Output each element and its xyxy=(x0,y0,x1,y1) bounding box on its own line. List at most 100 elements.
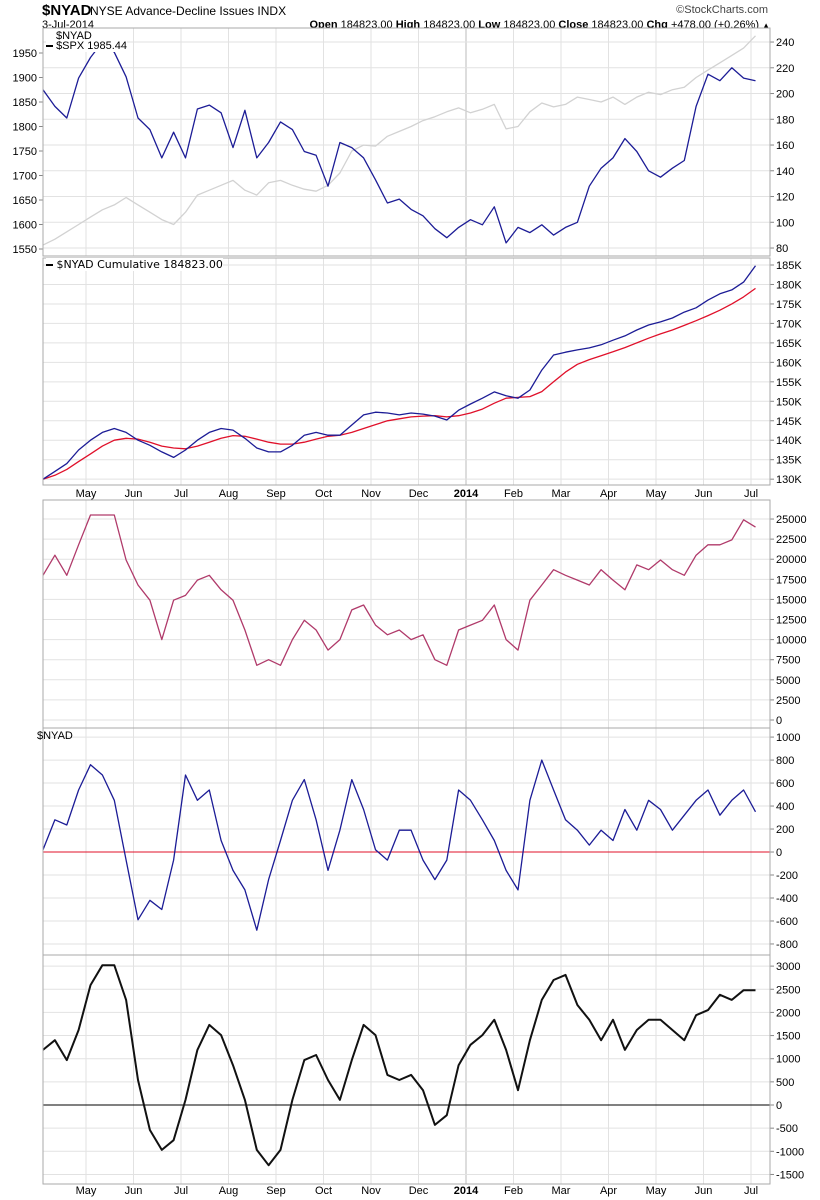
x-tick-label: Dec xyxy=(409,1185,429,1197)
series-line--nyad xyxy=(42,759,757,931)
y-tick-label: 165K xyxy=(776,338,802,350)
x-tick-label: Jun xyxy=(125,488,143,500)
y-tick-label: 200 xyxy=(776,824,794,836)
x-tick-label: 2014 xyxy=(454,488,479,500)
y-tick-label-left: 1600 xyxy=(13,219,37,231)
panel-3: 0 2500 5000 7500 10000 12500 15000 17500 20000 22… xyxy=(42,499,807,729)
x-tick-label: Jun xyxy=(695,488,713,500)
y-tick-label: 135K xyxy=(776,455,802,467)
y-tick-label: 120 xyxy=(776,192,794,204)
y-tick-label: 145K xyxy=(776,416,802,428)
x-tick-label: Jun xyxy=(695,1185,713,1197)
series-line-moving-average xyxy=(42,287,756,480)
y-tick-label-left: 1800 xyxy=(13,121,37,133)
y-tick-label: 22500 xyxy=(776,534,807,546)
y-tick-label: 80 xyxy=(776,243,788,255)
y-tick-label: -800 xyxy=(776,939,798,951)
y-tick-label: 20000 xyxy=(776,554,807,566)
panel-background xyxy=(43,500,770,728)
x-tick-label: Feb xyxy=(504,1185,523,1197)
y-tick-label: 10000 xyxy=(776,635,807,647)
y-tick-label: 160K xyxy=(776,357,802,369)
panel-background xyxy=(43,28,770,256)
x-tick-label: Jul xyxy=(174,488,188,500)
y-tick-label: 2500 xyxy=(776,984,800,996)
y-tick-label: 150K xyxy=(776,396,802,408)
y-tick-label-left: 1750 xyxy=(13,146,37,158)
x-tick-label: Nov xyxy=(361,1185,381,1197)
y-tick-label: 12500 xyxy=(776,615,807,627)
y-tick-label: 240 xyxy=(776,37,794,49)
y-tick-label: 130K xyxy=(776,474,802,486)
symbol-name: NYSE Advance-Decline Issues INDX xyxy=(90,4,287,18)
panel-border xyxy=(42,954,771,1185)
legend-spx-label: $SPX 1985.44 xyxy=(56,40,128,52)
y-tick-label: 0 xyxy=(776,715,782,727)
panel-background xyxy=(43,728,770,955)
series-line-indicator xyxy=(42,514,756,666)
x-tick-label: Jul xyxy=(744,488,758,500)
y-tick-label: 7500 xyxy=(776,655,800,667)
x-tick-label: Dec xyxy=(409,488,429,500)
y-tick-label: 3000 xyxy=(776,961,800,973)
legend-nyad: $NYAD xyxy=(56,30,92,42)
panel-border xyxy=(42,257,771,486)
y-tick-label: 800 xyxy=(776,755,794,767)
y-tick-label: -1000 xyxy=(776,1146,804,1158)
up-triangle-icon: ▲ xyxy=(762,21,770,30)
y-tick-label: 220 xyxy=(776,63,794,75)
panel-border xyxy=(42,27,771,257)
x-tick-label: Jul xyxy=(744,1185,758,1197)
y-tick-label: 180 xyxy=(776,114,794,126)
y-tick-label: -500 xyxy=(776,1123,798,1135)
y-tick-label: -400 xyxy=(776,893,798,905)
x-tick-label: Oct xyxy=(315,1185,332,1197)
brand-link[interactable]: ©StockCharts.com xyxy=(676,4,768,16)
y-tick-label-left: 1850 xyxy=(13,97,37,109)
y-tick-label: 2500 xyxy=(776,695,800,707)
y-tick-label: 0 xyxy=(776,847,782,859)
x-tick-label: Apr xyxy=(600,488,617,500)
y-tick-label: 200 xyxy=(776,89,794,101)
x-tick-label: Mar xyxy=(552,1185,571,1197)
y-tick-label: 2000 xyxy=(776,1007,800,1019)
x-tick-label: Sep xyxy=(266,1185,286,1197)
panel-4: -800 -600 -400 -200 0 200 400 600 800 1000 xyxy=(42,727,800,956)
series-line--spx-1985-44 xyxy=(42,35,756,246)
x-tick-label: May xyxy=(646,488,667,500)
legend-cumulative: $NYAD Cumulative 184823.00 xyxy=(46,258,223,271)
panel-background xyxy=(43,955,770,1184)
y-tick-label: 500 xyxy=(776,1077,794,1089)
y-tick-label-left: 1650 xyxy=(13,195,37,207)
y-tick-label: 160 xyxy=(776,140,794,152)
y-tick-label: 175K xyxy=(776,299,802,311)
y-tick-label-left: 1950 xyxy=(13,48,37,60)
x-tick-label: May xyxy=(646,1185,667,1197)
panel-1: 80 100 120 140 160 180 200 220 240 1550 1600 1650 17… xyxy=(13,27,794,257)
y-tick-label: 185K xyxy=(776,260,802,272)
legend-swatch xyxy=(46,45,53,48)
y-tick-label: 15000 xyxy=(776,594,807,606)
y-tick-label: 0 xyxy=(776,1100,782,1112)
y-tick-label: -600 xyxy=(776,916,798,928)
panel-5: -1500 -1000 -500 0 500 1000 1500 2000 2500 3000 xyxy=(42,954,804,1185)
x-tick-label: Jun xyxy=(125,1185,143,1197)
legend-swatch xyxy=(46,264,53,266)
y-tick-label: 1000 xyxy=(776,732,800,744)
x-tick-label: Nov xyxy=(361,488,381,500)
series-line-oscillator xyxy=(42,964,756,1167)
x-tick-label: Oct xyxy=(315,488,332,500)
y-tick-label-left: 1900 xyxy=(13,72,37,84)
panel-2: 130K 135K 140K 145K 150K 155K 160K 165K 170K 175K… xyxy=(42,257,802,486)
legend-spx: $SPX 1985.44 xyxy=(46,40,128,52)
y-tick-label: 1000 xyxy=(776,1054,800,1066)
y-tick-label: -200 xyxy=(776,870,798,882)
y-tick-label: -1500 xyxy=(776,1169,804,1181)
y-tick-label: 5000 xyxy=(776,675,800,687)
y-tick-label: 140 xyxy=(776,166,794,178)
y-tick-label: 140K xyxy=(776,435,802,447)
y-tick-label: 600 xyxy=(776,778,794,790)
y-tick-label: 170K xyxy=(776,318,802,330)
